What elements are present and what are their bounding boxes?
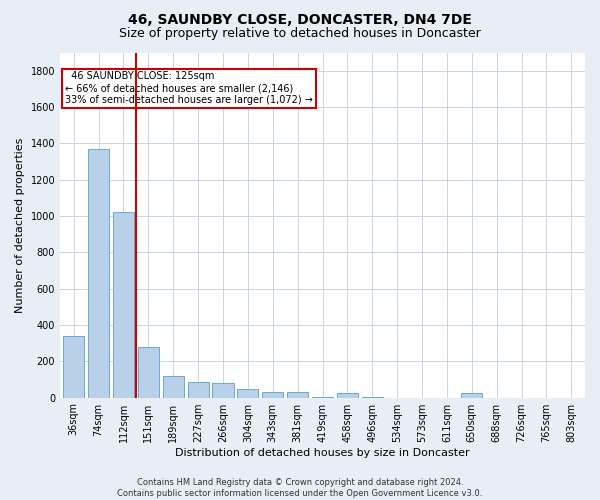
Bar [163,376,184,398]
Bar [262,392,283,398]
Text: 46, SAUNDBY CLOSE, DONCASTER, DN4 7DE: 46, SAUNDBY CLOSE, DONCASTER, DN4 7DE [128,12,472,26]
Bar [63,336,84,398]
Bar [461,393,482,398]
Bar [212,383,233,398]
Text: Size of property relative to detached houses in Doncaster: Size of property relative to detached ho… [119,28,481,40]
Text: Contains HM Land Registry data © Crown copyright and database right 2024.
Contai: Contains HM Land Registry data © Crown c… [118,478,482,498]
X-axis label: Distribution of detached houses by size in Doncaster: Distribution of detached houses by size … [175,448,470,458]
Text: 46 SAUNDBY CLOSE: 125sqm
← 66% of detached houses are smaller (2,146)
33% of sem: 46 SAUNDBY CLOSE: 125sqm ← 66% of detach… [65,72,313,104]
Bar [337,393,358,398]
Bar [362,396,383,398]
Bar [88,149,109,398]
Bar [138,346,159,398]
Bar [312,396,333,398]
Bar [113,212,134,398]
Bar [238,388,259,398]
Y-axis label: Number of detached properties: Number of detached properties [15,138,25,312]
Bar [287,392,308,398]
Bar [188,382,209,398]
